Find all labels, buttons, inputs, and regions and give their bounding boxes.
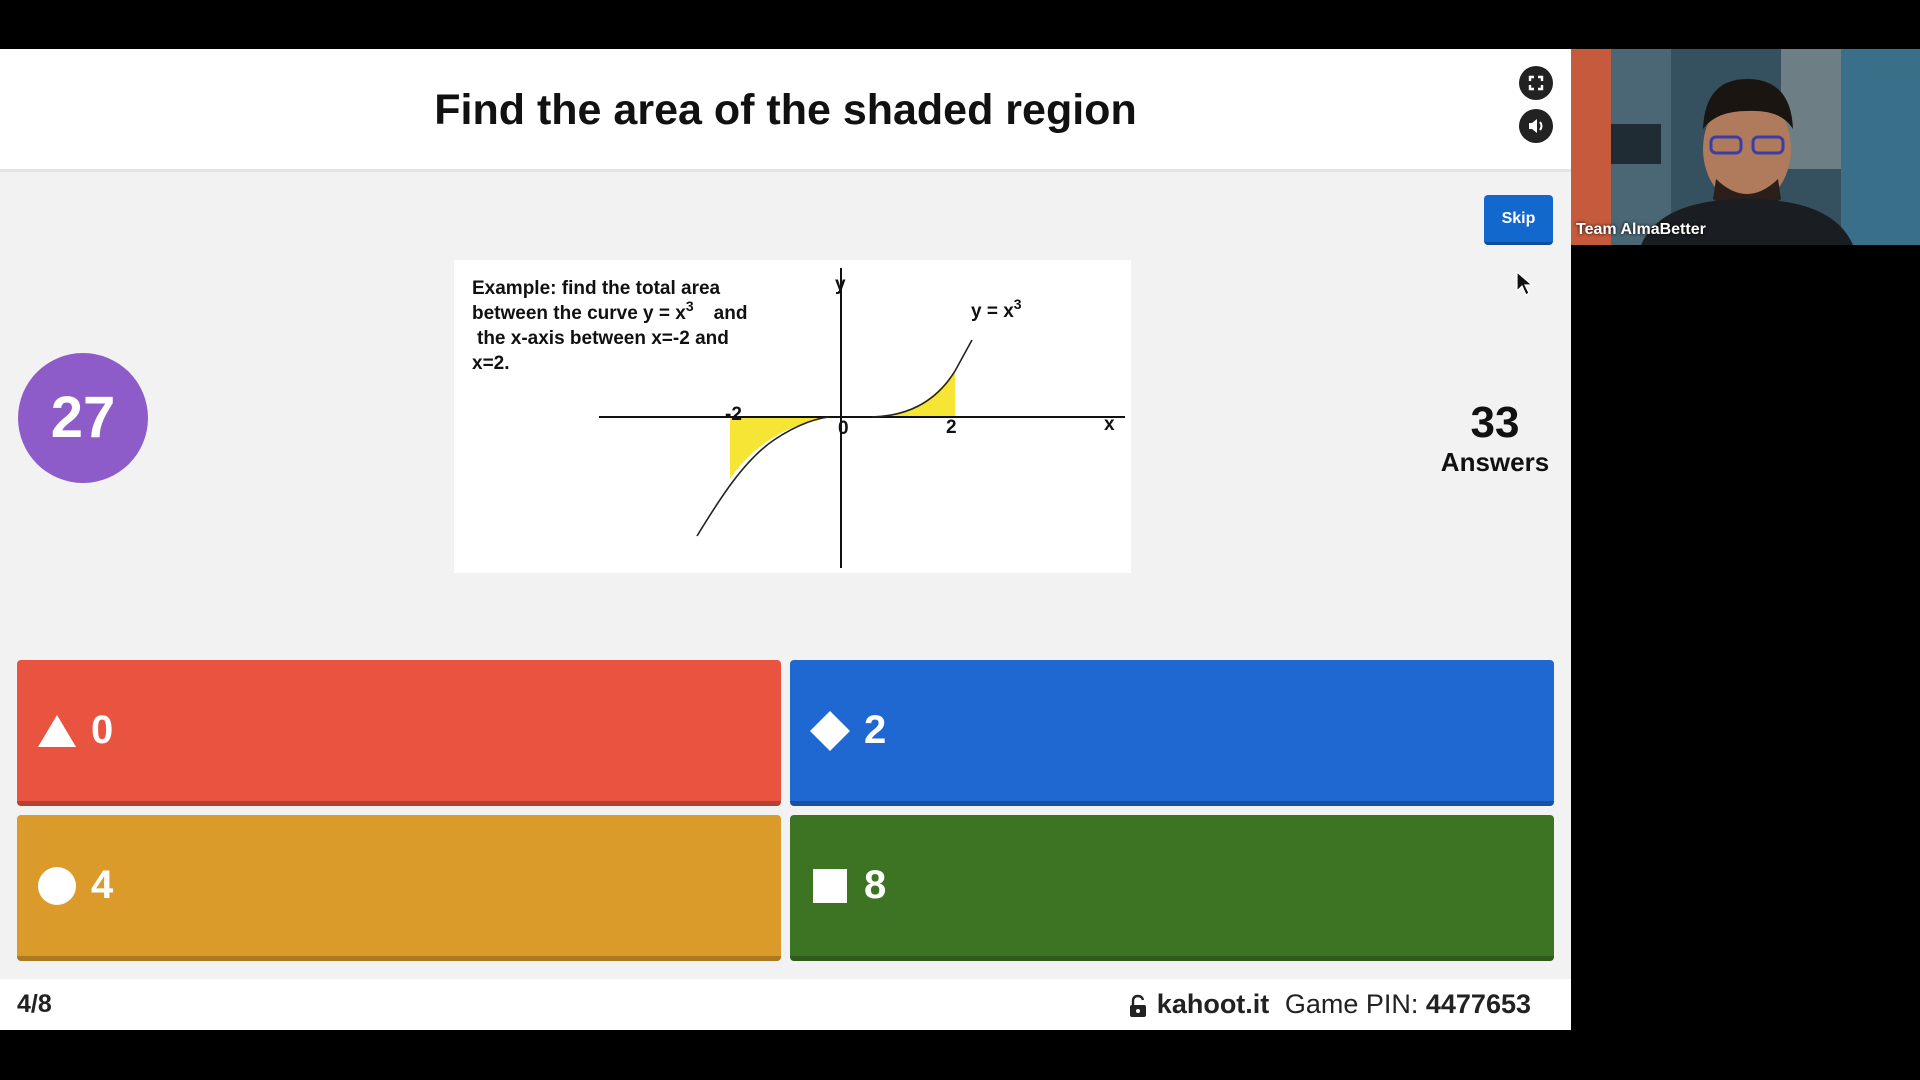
- tick-label-0: 0: [838, 418, 849, 439]
- figure-text-line2b: and: [714, 303, 748, 324]
- answer-option-circle[interactable]: 4: [17, 815, 781, 961]
- figure-text-line1: Example: find the total area: [472, 278, 721, 299]
- question-progress: 4/8: [17, 990, 52, 1018]
- answer-value: 4: [91, 863, 114, 907]
- triangle-icon: [38, 714, 76, 747]
- mouse-cursor-icon: [1516, 271, 1534, 296]
- figure-text-line2a: between the curve y = x: [472, 303, 686, 324]
- answer-value: 0: [91, 708, 114, 752]
- figure-text-line2: between the curve y = x3 and: [472, 298, 747, 324]
- fullscreen-icon: [1528, 75, 1544, 91]
- tick-label-2: 2: [946, 417, 957, 438]
- game-pin-label: Game PIN:: [1284, 989, 1419, 1019]
- game-pin-value: 4477653: [1425, 989, 1531, 1019]
- question-title: Find the area of the shaded region: [434, 86, 1137, 134]
- question-image: Example: find the total area between the…: [454, 260, 1131, 573]
- diamond-icon: [810, 710, 850, 751]
- sound-button[interactable]: [1519, 109, 1553, 143]
- figure-text-line4: x=2.: [472, 353, 510, 374]
- answer-option-square[interactable]: 8: [790, 815, 1554, 961]
- kahoot-site: kahoot.it: [1156, 989, 1270, 1019]
- answer-value: 8: [864, 863, 887, 907]
- speaker-icon: [1529, 119, 1543, 133]
- y-axis-label: y: [835, 274, 846, 295]
- fullscreen-button[interactable]: [1519, 66, 1553, 100]
- curve-label-sup: 3: [1014, 296, 1022, 312]
- figure-text-line3: the x-axis between x=-2 and: [477, 328, 729, 349]
- answers-count: 33: [1470, 398, 1520, 447]
- presenter-video-icon: [1571, 49, 1920, 245]
- x-axis-label: x: [1104, 414, 1115, 435]
- circle-icon: [38, 866, 76, 905]
- answer-value: 2: [864, 708, 887, 752]
- webcam-video: Team AlmaBetter: [1571, 49, 1920, 245]
- shaded-region-right: [875, 371, 955, 417]
- skip-button[interactable]: Skip: [1484, 195, 1553, 245]
- answers-counter: 33 Answers: [1410, 398, 1571, 478]
- cubic-curve-figure: Example: find the total area between the…: [472, 268, 1125, 568]
- answer-option-diamond[interactable]: 2: [790, 660, 1554, 806]
- lock-icon: [1129, 994, 1146, 1017]
- countdown-timer: 27: [18, 353, 148, 483]
- game-pin-info: kahoot.it Game PIN: 4477653: [1129, 979, 1531, 1030]
- tick-label-neg2: -2: [725, 404, 742, 425]
- game-footer: 4/8 kahoot.it Game PIN: 4477653: [0, 979, 1571, 1030]
- shaded-region-left: [730, 417, 820, 479]
- figure-text-line2-sup: 3: [686, 298, 694, 314]
- question-header: Find the area of the shaded region: [0, 49, 1571, 172]
- answers-label: Answers: [1440, 447, 1550, 477]
- curve-left: [696, 416, 830, 537]
- participant-name: Team AlmaBetter: [1576, 221, 1706, 238]
- square-icon: [813, 868, 847, 903]
- kahoot-question-screen: Find the area of the shaded region Skip …: [0, 49, 1571, 1030]
- curve-label-text: y = x: [971, 301, 1014, 322]
- curve-label: y = x3: [971, 296, 1022, 322]
- answer-option-triangle[interactable]: 0: [17, 660, 781, 806]
- curve-right: [871, 339, 973, 418]
